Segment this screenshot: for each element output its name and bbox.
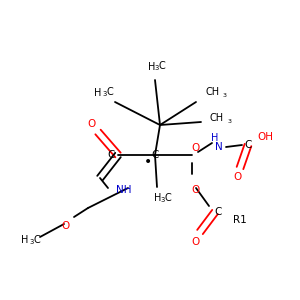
Text: H: H — [21, 235, 29, 245]
Text: $_3$C: $_3$C — [154, 59, 166, 73]
Text: $_3$: $_3$ — [222, 92, 228, 100]
Text: H: H — [211, 133, 219, 143]
Text: C: C — [244, 140, 252, 150]
Text: C: C — [108, 150, 115, 160]
Text: CH: CH — [210, 113, 224, 123]
Text: H: H — [148, 62, 156, 72]
Text: O: O — [192, 237, 200, 247]
Text: C: C — [214, 207, 222, 217]
Text: CH: CH — [205, 87, 219, 97]
Text: O: O — [233, 172, 241, 182]
Text: $_3$: $_3$ — [227, 118, 232, 127]
Text: H: H — [94, 88, 102, 98]
Text: H: H — [154, 193, 162, 203]
Text: •: • — [144, 155, 152, 169]
Text: O: O — [192, 143, 200, 153]
Text: OH: OH — [257, 132, 273, 142]
Text: NH: NH — [116, 185, 132, 195]
Text: $_3$C: $_3$C — [28, 233, 41, 247]
Text: $_3$C: $_3$C — [101, 85, 115, 99]
Text: $_3$C: $_3$C — [160, 191, 172, 205]
Text: O: O — [192, 185, 200, 195]
Text: O: O — [88, 119, 96, 129]
Text: N: N — [215, 142, 223, 152]
Text: C: C — [151, 150, 159, 160]
Text: O: O — [62, 221, 70, 231]
Text: R1: R1 — [233, 215, 247, 225]
